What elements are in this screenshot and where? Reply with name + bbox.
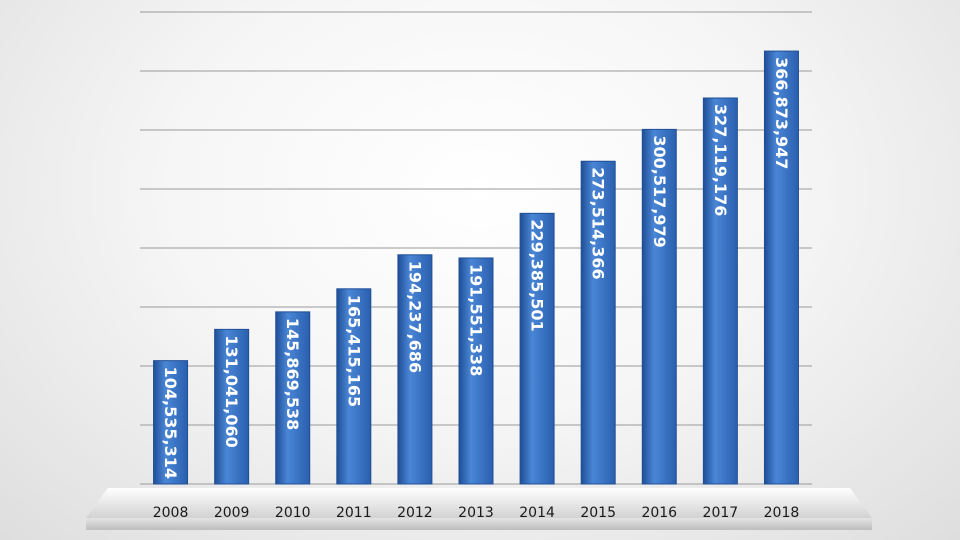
data-labels: 104,535,314 131,041,060 145,869,538 165,415… bbox=[161, 57, 791, 479]
x-tick-2018: 2018 bbox=[764, 505, 800, 521]
gridlines bbox=[140, 11, 812, 485]
data-label-2014: 229,385,501 bbox=[528, 219, 547, 331]
bar-2014 bbox=[519, 212, 555, 485]
x-tick-2011: 2011 bbox=[336, 505, 372, 521]
x-tick-2009: 2009 bbox=[214, 505, 250, 521]
x-tick-2016: 2016 bbox=[641, 505, 677, 521]
data-label-2016: 300,517,979 bbox=[650, 135, 669, 247]
x-tick-2008: 2008 bbox=[153, 505, 189, 521]
bar-2009 bbox=[214, 328, 250, 485]
x-tick-2014: 2014 bbox=[519, 505, 555, 521]
data-label-2010: 145,869,538 bbox=[283, 318, 302, 430]
bar-2016 bbox=[641, 128, 677, 485]
bar-2017 bbox=[702, 97, 738, 485]
bar-2010 bbox=[275, 311, 311, 485]
data-label-2018: 366,873,947 bbox=[772, 57, 791, 169]
bar-2015 bbox=[580, 160, 616, 485]
x-tick-2012: 2012 bbox=[397, 505, 433, 521]
bar-2012 bbox=[397, 254, 433, 485]
x-tick-2010: 2010 bbox=[275, 505, 311, 521]
x-tick-2017: 2017 bbox=[703, 505, 739, 521]
x-axis-ticks: 2008 2009 2010 2011 2012 2013 2014 2015 2016 2017… bbox=[153, 505, 800, 521]
chart-floor bbox=[86, 488, 872, 530]
data-label-2013: 191,551,338 bbox=[467, 264, 486, 376]
x-tick-2013: 2013 bbox=[458, 505, 494, 521]
data-label-2017: 327,119,176 bbox=[711, 104, 730, 216]
bars bbox=[153, 50, 799, 485]
data-label-2012: 194,237,686 bbox=[405, 261, 424, 373]
x-tick-2015: 2015 bbox=[580, 505, 616, 521]
bar-2018 bbox=[763, 50, 799, 485]
bar-2008 bbox=[153, 360, 189, 485]
bar-2011 bbox=[336, 288, 372, 485]
data-label-2011: 165,415,165 bbox=[344, 295, 363, 407]
data-label-2009: 131,041,060 bbox=[222, 335, 241, 447]
data-label-2008: 104,535,314 bbox=[161, 367, 180, 479]
data-label-2015: 273,514,366 bbox=[589, 167, 608, 279]
bar-2013 bbox=[458, 257, 494, 485]
